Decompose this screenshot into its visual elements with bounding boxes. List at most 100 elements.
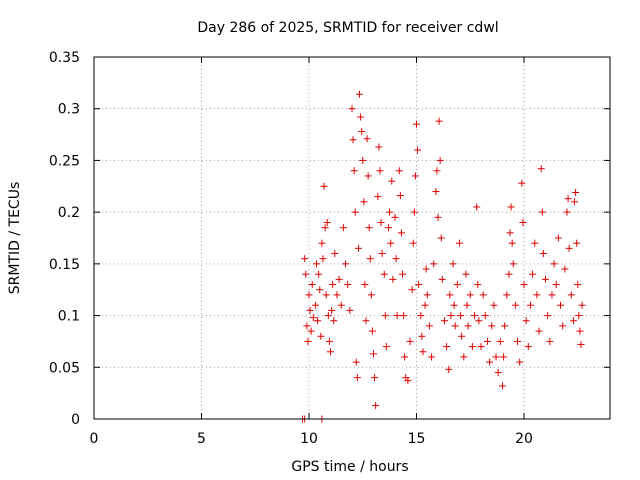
data-point	[538, 208, 546, 216]
data-point	[365, 224, 373, 232]
data-point	[348, 105, 356, 113]
data-point	[395, 167, 403, 175]
data-point	[342, 260, 350, 268]
data-point	[404, 377, 412, 385]
data-point	[378, 250, 386, 258]
data-point	[486, 358, 494, 366]
data-point	[325, 337, 333, 345]
y-tick-label: 0.35	[49, 50, 80, 66]
data-point	[526, 301, 534, 309]
data-point	[505, 270, 513, 278]
y-tick-label: 0.25	[49, 153, 80, 169]
plot-frame	[93, 56, 611, 420]
data-point	[321, 224, 329, 232]
data-point	[397, 229, 405, 237]
data-point	[544, 312, 552, 320]
data-point	[313, 260, 321, 268]
data-point	[323, 218, 331, 226]
y-tick-label: 0	[71, 412, 80, 428]
data-point	[575, 312, 583, 320]
data-point	[358, 127, 366, 135]
data-point	[511, 301, 519, 309]
y-tick-label: 0.1	[58, 309, 80, 325]
data-point	[437, 234, 445, 242]
data-point	[396, 192, 404, 200]
data-point	[353, 374, 361, 382]
data-point	[509, 260, 517, 268]
data-point	[329, 281, 337, 289]
data-point	[479, 291, 487, 299]
x-axis-label: GPS time / hours	[291, 459, 408, 475]
data-point	[356, 90, 364, 98]
data-point	[309, 314, 317, 322]
data-point	[460, 353, 468, 361]
data-point	[411, 172, 419, 180]
axis-ticks: 0 0.05 0.1 0.15 0.2 0.25 0.3 0.35 0 5 10 15 20	[49, 50, 610, 447]
data-point	[318, 239, 326, 247]
data-point	[376, 167, 384, 175]
data-point	[507, 203, 515, 211]
data-point	[393, 312, 401, 320]
data-point	[573, 239, 581, 247]
data-point	[375, 143, 383, 151]
data-point	[462, 270, 470, 278]
data-point	[508, 239, 516, 247]
data-points	[299, 90, 586, 423]
data-point	[436, 156, 444, 164]
y-tick-label: 0.2	[58, 205, 80, 221]
y-axis-label: SRMTID / TECUs	[7, 182, 23, 295]
data-point	[453, 281, 461, 289]
data-point	[346, 306, 354, 314]
data-point	[319, 255, 327, 263]
data-point	[468, 343, 476, 351]
data-point	[371, 374, 379, 382]
data-point	[304, 337, 312, 345]
data-point	[533, 291, 541, 299]
data-point	[503, 291, 511, 299]
data-point	[337, 301, 345, 309]
data-point	[456, 239, 463, 247]
data-point	[474, 281, 482, 289]
data-point	[539, 250, 547, 258]
data-point	[344, 281, 352, 289]
data-point	[350, 167, 358, 175]
data-point	[366, 255, 374, 263]
data-point	[377, 218, 385, 226]
data-point	[571, 198, 579, 206]
data-point	[370, 350, 377, 358]
data-point	[443, 343, 451, 351]
data-point	[457, 312, 465, 320]
data-point	[433, 167, 441, 175]
data-point	[519, 218, 527, 226]
data-point	[357, 113, 365, 121]
data-point	[368, 327, 376, 335]
data-point	[314, 317, 322, 325]
data-point	[449, 260, 457, 268]
data-point	[552, 281, 560, 289]
data-point	[367, 291, 375, 299]
data-point	[302, 270, 310, 278]
data-point	[542, 275, 549, 283]
data-point	[391, 213, 399, 221]
data-point	[408, 286, 416, 294]
data-point	[492, 353, 500, 361]
data-point	[307, 327, 315, 335]
grid	[94, 57, 610, 419]
data-point	[559, 322, 567, 330]
data-point	[447, 312, 455, 320]
data-point	[419, 348, 427, 356]
data-point	[548, 291, 556, 299]
data-point	[434, 213, 442, 221]
data-point	[352, 358, 360, 366]
data-point	[389, 275, 397, 283]
data-point	[335, 275, 343, 283]
data-point	[458, 332, 466, 340]
data-point	[387, 239, 395, 247]
data-point	[360, 198, 368, 206]
y-tick-label: 0.15	[49, 257, 80, 273]
data-point	[359, 156, 367, 164]
data-point	[327, 348, 334, 356]
data-point	[328, 306, 336, 314]
x-tick-label: 0	[90, 431, 99, 447]
data-point	[413, 120, 420, 128]
